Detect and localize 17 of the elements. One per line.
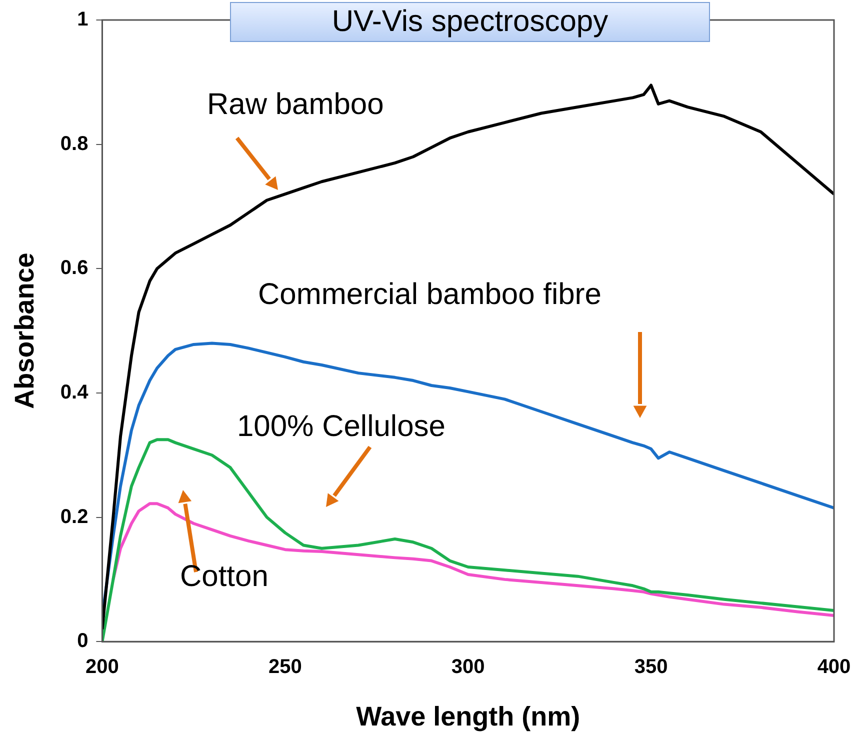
series-label: 100% Cellulose [237,410,446,444]
series-label: Cotton [180,560,268,594]
x-tick-label: 300 [451,656,485,678]
series-label: Raw bamboo [207,88,384,122]
y-tick-label: 0.6 [60,257,88,280]
y-tick-label: 0.2 [60,506,88,528]
series-label: Commercial bamboo fibre [258,278,602,312]
y-tick-label: 0.4 [60,381,90,404]
x-tick-label: 400 [817,656,851,678]
x-tick-label: 250 [268,656,302,678]
y-tick-label: 0 [77,630,88,652]
y-axis-title: Absorbance [10,252,40,409]
y-tick-label: 1 [77,8,88,31]
x-axis-title: Wave length (nm) [356,701,580,732]
x-tick-label: 200 [86,656,119,678]
y-tick-label: 0.8 [60,132,88,155]
x-tick-label: 350 [634,656,668,678]
